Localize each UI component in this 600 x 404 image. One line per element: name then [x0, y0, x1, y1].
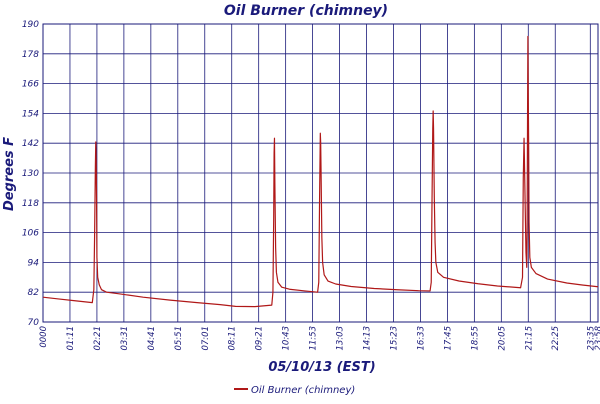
x-tick-label: 14:13: [363, 326, 373, 351]
x-tick-label: 13:03: [336, 326, 346, 351]
y-axis-ticks: 70 82 94 106 118 130 142 154 166 178 190: [22, 20, 39, 328]
series-group: [42, 35, 599, 308]
y-tick-label: 166: [22, 80, 39, 90]
x-tick-label: 23:58: [594, 325, 600, 350]
y-tick-label: 178: [22, 50, 39, 60]
x-tick-label: 09:21: [255, 326, 265, 351]
y-tick-label: 142: [22, 139, 39, 149]
x-tick-label: 21:15: [524, 326, 534, 351]
y-tick-label: 70: [28, 318, 40, 328]
y-tick-label: 106: [22, 229, 39, 239]
x-tick-label: 11:53: [309, 326, 319, 351]
plot-frame: [42, 23, 599, 323]
y-axis-label: Degrees F: [2, 137, 17, 211]
series-line-oil-burner: [42, 35, 599, 308]
y-tick-label: 82: [28, 288, 40, 298]
x-axis-ticks: 0000 01:11 02:21 03:31 04:41 05:51 07:01 08:11 0…: [39, 325, 600, 350]
x-tick-label: 02:21: [93, 326, 103, 351]
y-tick-label: 94: [28, 258, 40, 268]
x-tick-label: 08:11: [228, 326, 238, 351]
y-tick-label: 118: [22, 199, 39, 209]
x-tick-label: 18:55: [470, 326, 480, 351]
x-tick-label: 17:45: [443, 326, 453, 351]
x-tick-label: 04:41: [147, 326, 157, 351]
x-tick-label: 22:25: [551, 326, 561, 351]
x-axis-label: 05/10/13 (EST): [268, 360, 375, 375]
x-tick-label: 05:51: [174, 326, 184, 351]
y-tick-label: 130: [22, 169, 39, 179]
x-tick-label: 07:01: [201, 326, 211, 351]
x-tick-label: 15:23: [389, 326, 399, 351]
x-tick-label: 20:05: [497, 326, 507, 351]
x-tick-label: 23:35: [586, 326, 596, 351]
x-tick-label: 0000: [39, 326, 49, 348]
x-tick-label: 01:11: [66, 326, 76, 351]
y-tick-label: 154: [22, 109, 39, 119]
chart-title: Oil Burner (chimney): [224, 3, 388, 19]
y-tick-label: 190: [22, 20, 39, 30]
x-tick-label: 03:31: [120, 326, 130, 351]
x-tick-label: 16:33: [416, 326, 426, 351]
legend-label: Oil Burner (chimney): [251, 385, 355, 396]
x-tick-label: 10:43: [282, 326, 292, 351]
legend: Oil Burner (chimney): [234, 385, 355, 396]
